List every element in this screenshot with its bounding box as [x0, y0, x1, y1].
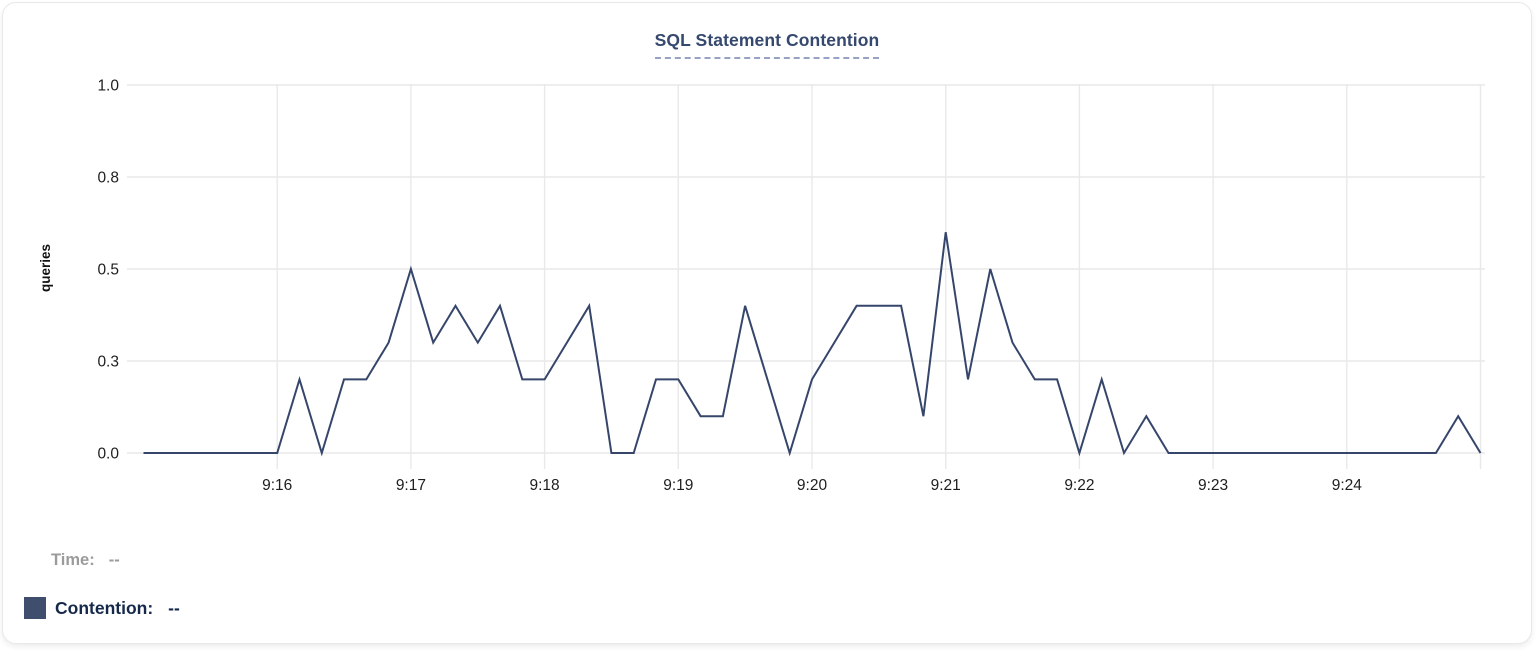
- horizontal-gridlines: [127, 84, 1485, 454]
- x-axis-tick-labels: 9:16 9:17 9:18 9:19 9:20 9:21 9:22 9:23 9:24: [262, 477, 1362, 494]
- y-axis-tick-labels: 0.0 0.3 0.5 0.8 1.0: [97, 78, 119, 463]
- x-tick-label: 9:22: [1064, 477, 1094, 494]
- legend-contention-value: --: [168, 597, 180, 618]
- y-tick-label: 0.8: [97, 170, 119, 187]
- y-tick-label: 0.3: [97, 354, 119, 371]
- x-tick-label: 9:17: [396, 477, 426, 494]
- x-tick-label: 9:23: [1198, 477, 1228, 494]
- legend-time-label: Time:: [51, 551, 95, 569]
- vertical-gridlines: [276, 84, 1482, 469]
- y-tick-label: 0.0: [97, 446, 119, 463]
- legend-contention-label: Contention:: [55, 597, 154, 618]
- contention-line-chart[interactable]: 0.0 0.3 0.5 0.8 1.0 9:16 9:17 9:18 9:19 9:20 9:21…: [1, 1, 1536, 521]
- x-tick-label: 9:18: [530, 477, 560, 494]
- y-tick-label: 1.0: [97, 78, 119, 95]
- chart-title[interactable]: SQL Statement Contention: [654, 30, 880, 59]
- contention-color-swatch-icon: [24, 597, 46, 619]
- chart-title-wrap: SQL Statement Contention: [3, 30, 1531, 59]
- x-tick-label: 9:20: [797, 477, 828, 494]
- x-tick-label: 9:21: [931, 477, 961, 494]
- y-axis-unit-label: queries: [38, 244, 53, 292]
- y-tick-label: 0.5: [97, 262, 119, 279]
- x-tick-label: 9:16: [262, 477, 292, 494]
- legend-time-value: --: [108, 551, 120, 569]
- x-tick-label: 9:19: [663, 477, 693, 494]
- legend-time-row: Time: --: [51, 551, 120, 570]
- legend-contention-row: Contention: --: [24, 597, 180, 619]
- x-tick-label: 9:24: [1332, 477, 1363, 494]
- contention-series-line: [143, 232, 1482, 457]
